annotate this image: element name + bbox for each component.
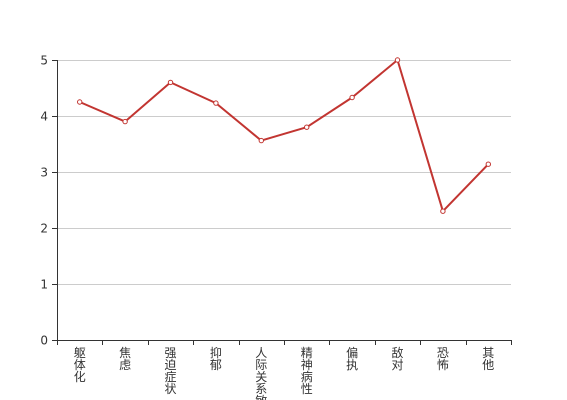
x-category-label: 精神病性 bbox=[301, 346, 313, 396]
data-point-精神病性[interactable] bbox=[304, 124, 310, 130]
x-category-label: 敌对 bbox=[391, 345, 403, 372]
data-point-恐怖[interactable] bbox=[440, 208, 446, 214]
data-point-躯体化[interactable] bbox=[77, 99, 83, 105]
y-tick-label: 0 bbox=[40, 334, 48, 348]
axes bbox=[52, 60, 512, 345]
data-point-强迫症状[interactable] bbox=[167, 79, 174, 86]
grid-lines bbox=[57, 60, 511, 285]
data-point-焦虑[interactable] bbox=[122, 118, 128, 125]
x-category-label: 焦虑 bbox=[119, 346, 131, 372]
data-point-敌对[interactable] bbox=[394, 57, 401, 63]
y-tick-label: 4 bbox=[40, 110, 48, 124]
y-tick-label: 2 bbox=[40, 222, 48, 236]
x-category-label: 其他 bbox=[482, 346, 494, 372]
data-point-抑郁[interactable] bbox=[213, 100, 219, 106]
data-point-人际关系敏感[interactable] bbox=[258, 137, 264, 144]
data-point-偏执[interactable] bbox=[349, 94, 355, 101]
x-category-label: 恐怖 bbox=[437, 346, 449, 372]
x-category-label: 抑郁 bbox=[210, 345, 222, 372]
x-axis-category-labels: 躯体化 焦虑 强迫症状 抑郁 人际关系敏感 精神病性 偏执 敌对 恐怖 其他 bbox=[74, 345, 495, 400]
x-category-label: 躯体化 bbox=[74, 345, 86, 384]
y-tick-label: 3 bbox=[40, 166, 48, 180]
series-group bbox=[77, 57, 491, 214]
data-point-其他[interactable] bbox=[485, 161, 491, 167]
y-tick-label: 5 bbox=[40, 54, 48, 68]
y-tick-label: 1 bbox=[40, 278, 48, 292]
x-category-label: 人际关系敏感 bbox=[255, 346, 267, 400]
series-line bbox=[79, 59, 490, 213]
y-axis-tick-labels: 0 1 2 3 4 5 bbox=[40, 54, 48, 348]
x-category-label: 强迫症状 bbox=[164, 346, 176, 396]
x-category-label: 偏执 bbox=[346, 345, 358, 372]
